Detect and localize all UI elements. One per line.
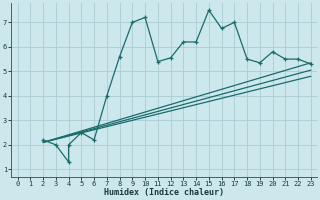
X-axis label: Humidex (Indice chaleur): Humidex (Indice chaleur) — [104, 188, 224, 197]
